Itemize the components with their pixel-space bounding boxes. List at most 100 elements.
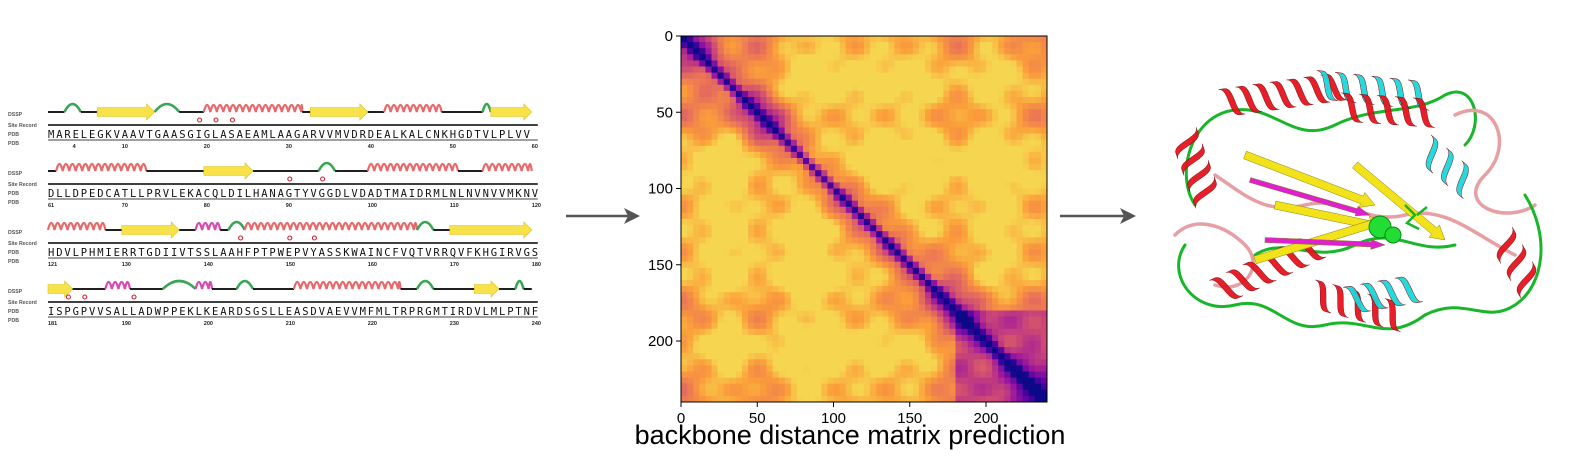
heatmap-cell (845, 353, 853, 360)
heatmap-cell (1010, 389, 1018, 397)
heatmap-cell (742, 60, 749, 68)
heatmap-cell (1040, 267, 1047, 275)
heatmap-cell (723, 395, 731, 402)
heatmap-cell (803, 84, 810, 92)
heatmap-cell (784, 182, 792, 190)
heatmap-cell (711, 127, 719, 135)
heatmap-cell (784, 194, 792, 202)
heatmap-cell (864, 310, 871, 318)
heatmap-cell (699, 292, 706, 299)
heatmap-cell (742, 176, 749, 183)
heatmap-cell (906, 237, 914, 244)
heatmap-cell (735, 353, 743, 360)
pdb-number: 40 (368, 144, 374, 150)
heatmap-cell (882, 182, 889, 190)
heatmap-cell (821, 54, 828, 61)
heatmap-cell (961, 158, 969, 165)
heatmap-cell (979, 377, 987, 385)
heatmap-cell (1016, 292, 1024, 299)
heatmap-cell (967, 170, 975, 177)
heatmap-cell (729, 133, 737, 141)
heatmap-cell (1004, 273, 1011, 281)
heatmap-cell (979, 206, 987, 214)
heatmap-cell (717, 353, 725, 360)
heatmap-cell (809, 395, 816, 402)
heatmap-cell (723, 212, 731, 220)
heatmap-cell (821, 298, 828, 305)
heatmap-cell (735, 139, 743, 147)
heatmap-cell (925, 249, 932, 257)
heatmap-cell (1004, 237, 1011, 244)
heatmap-cell (888, 66, 896, 74)
pdb-label: PDB (8, 309, 19, 315)
heatmap-cell (742, 84, 749, 92)
heatmap-cell (931, 48, 938, 55)
heatmap-cell (815, 115, 822, 122)
heatmap-cell (979, 371, 987, 379)
heatmap-cell (766, 200, 774, 208)
heatmap-cell (833, 219, 841, 226)
heatmap-cell (827, 334, 835, 342)
heatmap-cell (827, 103, 835, 110)
heatmap-cell (815, 188, 822, 196)
turn-arc (227, 220, 246, 231)
heatmap-cell (803, 359, 810, 366)
heatmap-cell (693, 225, 700, 232)
heatmap-cell (803, 188, 810, 196)
heatmap-cell (998, 273, 1005, 281)
heatmap-cell (955, 237, 963, 244)
heatmap-cell (681, 48, 688, 55)
heatmap-cell (931, 97, 938, 104)
heatmap-cell (723, 42, 731, 49)
heatmap-cell (705, 84, 713, 92)
heatmap-cell (729, 182, 737, 190)
heatmap-cell (754, 322, 761, 330)
site-marker (287, 176, 293, 182)
heatmap-cell (992, 170, 999, 177)
residue-letter: I (163, 247, 169, 259)
heatmap-cell (735, 60, 743, 68)
heatmap-cell (784, 212, 792, 220)
heatmap-cell (894, 97, 902, 104)
residue-letter: A (114, 306, 121, 318)
heatmap-cell (681, 109, 688, 116)
heatmap-cell (949, 341, 957, 348)
heatmap-cell (870, 328, 877, 336)
heatmap-cell (729, 298, 737, 305)
heatmap-cell (717, 298, 725, 305)
heatmap-cell (729, 219, 737, 226)
heatmap-cell (1022, 36, 1030, 43)
heatmap-cell (815, 36, 822, 43)
heatmap-cell (845, 328, 853, 336)
heatmap-cell (925, 127, 932, 135)
heatmap-cell (1004, 188, 1011, 196)
heatmap-cell (717, 127, 725, 135)
heatmap-cell (723, 292, 731, 299)
heatmap-cell (699, 109, 706, 116)
heatmap-cell (851, 188, 859, 196)
heatmap-cell (790, 90, 798, 98)
heatmap-cell (998, 72, 1005, 80)
heatmap-cell (687, 84, 694, 92)
heatmap-cell (803, 310, 810, 318)
heatmap-cell (986, 121, 993, 129)
heatmap-cell (961, 292, 969, 299)
heatmap-cell (809, 261, 816, 269)
residue-letter: L (56, 188, 62, 200)
heatmap-cell (687, 164, 694, 171)
heatmap-cell (931, 359, 938, 366)
heatmap-cell (864, 328, 871, 336)
strand-arrow (1264, 237, 1386, 250)
heatmap-cell (870, 84, 877, 92)
heatmap-cell (955, 328, 963, 336)
heatmap-cell (778, 267, 786, 275)
heatmap-cell (778, 158, 786, 165)
heatmap-cell (961, 261, 969, 269)
heatmap-cell (784, 164, 792, 171)
heatmap-cell (803, 304, 810, 312)
helix-coil (481, 162, 533, 172)
heatmap-cell (918, 36, 926, 43)
heatmap-cell (1040, 36, 1047, 43)
heatmap-cell (693, 115, 700, 122)
